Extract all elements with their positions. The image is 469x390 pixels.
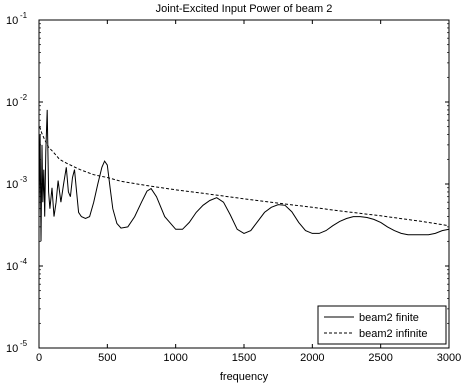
y-tick-label-base: 10 [6,97,18,109]
legend-label-infinite: beam2 infinite [359,328,428,340]
x-tick-label: 3000 [437,352,461,364]
x-tick-label: 2500 [368,352,392,364]
y-tick-label-base: 10 [6,179,18,191]
y-tick-label: 10 -3 [6,175,28,191]
x-tick-label: 1500 [232,352,256,364]
y-tick-label-base: 10 [6,15,18,27]
legend: beam2 finite beam2 infinite [318,306,446,344]
y-tick-label-base: 10 [6,343,18,355]
x-tick-label: 2000 [300,352,324,364]
plot-area [39,20,449,348]
x-axis-label: frequency [220,371,269,383]
y-tick-label-exponent: -5 [20,339,28,348]
y-tick-label-exponent: -2 [20,93,28,102]
y-tick-label-base: 10 [6,261,18,273]
x-tick-label: 500 [98,352,116,364]
chart-title: Joint-Excited Input Power of beam 2 [156,3,333,15]
x-tick-label: 0 [36,352,42,364]
x-tick-label: 1000 [163,352,187,364]
y-tick-label: 10 -5 [6,339,28,355]
y-tick-label-exponent: -3 [20,175,28,184]
y-tick-label-exponent: -1 [20,11,28,20]
y-tick-label: 10 -1 [6,11,28,27]
legend-label-finite: beam2 finite [359,312,419,324]
y-tick-label: 10 -2 [6,93,28,109]
y-tick-label: 10 -4 [6,257,28,273]
y-tick-label-exponent: -4 [20,257,28,266]
